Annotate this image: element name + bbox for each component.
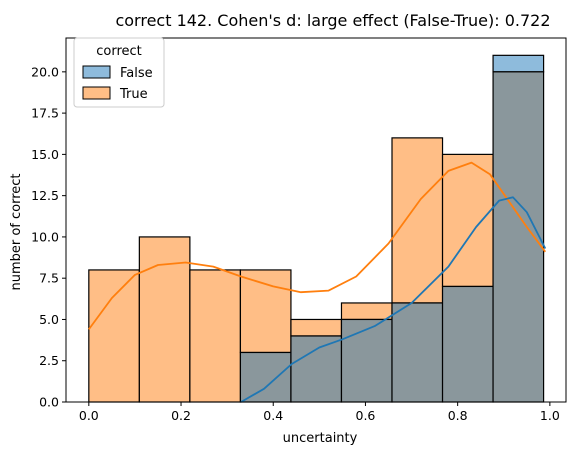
y-tick-label: 0.0 [39,395,59,410]
y-tick-label: 10.0 [31,229,59,244]
y-tick-label: 17.5 [31,106,59,121]
legend-label-true: True [119,87,148,102]
bar-true-0 [88,269,140,403]
kde-line-false [240,196,547,403]
x-tick-label: 0.6 [356,408,376,423]
bar-overlap-6 [391,302,444,403]
y-axis-label: number of correct [9,173,24,290]
x-axis-label: uncertainty [283,431,358,446]
y-tick-label: 20.0 [31,64,59,79]
x-tick-label: 1.0 [540,408,560,423]
chart-title: correct 142. Cohen's d: large effect (Fa… [115,11,550,30]
legend-swatch-true [82,86,111,100]
x-axis: 0.0 0.2 0.4 0.6 0.8 1.0 [79,402,560,423]
y-tick-label: 12.5 [31,188,59,203]
legend: correct False True [73,37,165,108]
bar-true-6 [391,137,444,304]
y-axis: 0.0 2.5 5.0 7.5 10.0 12.5 15.0 17.5 20.0 [31,64,66,410]
y-tick-label: 2.5 [39,353,59,368]
bar-true-2 [189,269,242,403]
legend-swatch-false [82,65,111,79]
x-tick-label: 0.2 [171,408,191,423]
bar-true-4 [290,318,343,337]
bar-overlap-7 [441,285,494,403]
bar-overlap-8 [492,71,545,403]
y-tick-label: 5.0 [39,312,59,327]
x-tick-label: 0.8 [448,408,468,423]
bar-overlap-4 [290,335,343,403]
y-tick-label: 15.0 [31,147,59,162]
x-tick-label: 0.4 [263,408,283,423]
y-tick-label: 7.5 [39,271,59,286]
bar-true-3 [239,269,292,354]
bar-false-8 [492,54,545,73]
kde-line-true [88,161,547,330]
plot-area [65,37,567,403]
bar-true-1 [138,236,191,403]
plot-frame [65,37,567,403]
legend-title: correct [96,44,142,59]
legend-label-false: False [120,66,153,81]
x-tick-label: 0.0 [79,408,99,423]
bar-true-7 [441,153,494,288]
bar-overlap-3 [239,351,292,403]
bar-overlap-5 [340,318,393,403]
bar-true-5 [340,302,393,321]
